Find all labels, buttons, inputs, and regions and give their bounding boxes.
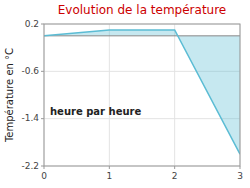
line	[44, 30, 240, 154]
axes: 0.2 -0.6 -1.4 -2.20 1 2 3	[21, 19, 242, 182]
tick-label-x: 2	[172, 171, 178, 181]
y-label: Température en °C	[4, 48, 15, 143]
grid-line-x	[174, 24, 175, 166]
tick-label-y: -2.2	[21, 161, 39, 171]
tick-label-x: 0	[41, 171, 47, 181]
tick-label-x: 1	[106, 171, 112, 181]
grid	[44, 24, 240, 166]
tick-label-y: 0.2	[25, 19, 39, 29]
plot-frame	[44, 24, 240, 166]
grid-line-y	[44, 118, 240, 119]
title: Evolution de la température	[58, 3, 227, 17]
grid-line-x	[109, 24, 110, 166]
chart: 0.2 -0.6 -1.4 -2.20 1 2 3 heure par heure Tempér…	[0, 0, 250, 188]
area	[44, 30, 240, 154]
x-label: heure par heure	[50, 106, 141, 117]
zero-line	[44, 35, 240, 36]
series	[44, 30, 240, 154]
plot-background	[44, 24, 240, 166]
chart-container: 0.2 -0.6 -1.4 -2.20 1 2 3 heure par heure Tempér…	[0, 0, 250, 188]
tick-label-y: -1.4	[21, 113, 39, 123]
tick-label-y: -0.6	[21, 66, 39, 76]
tick-label-x: 3	[237, 171, 243, 181]
